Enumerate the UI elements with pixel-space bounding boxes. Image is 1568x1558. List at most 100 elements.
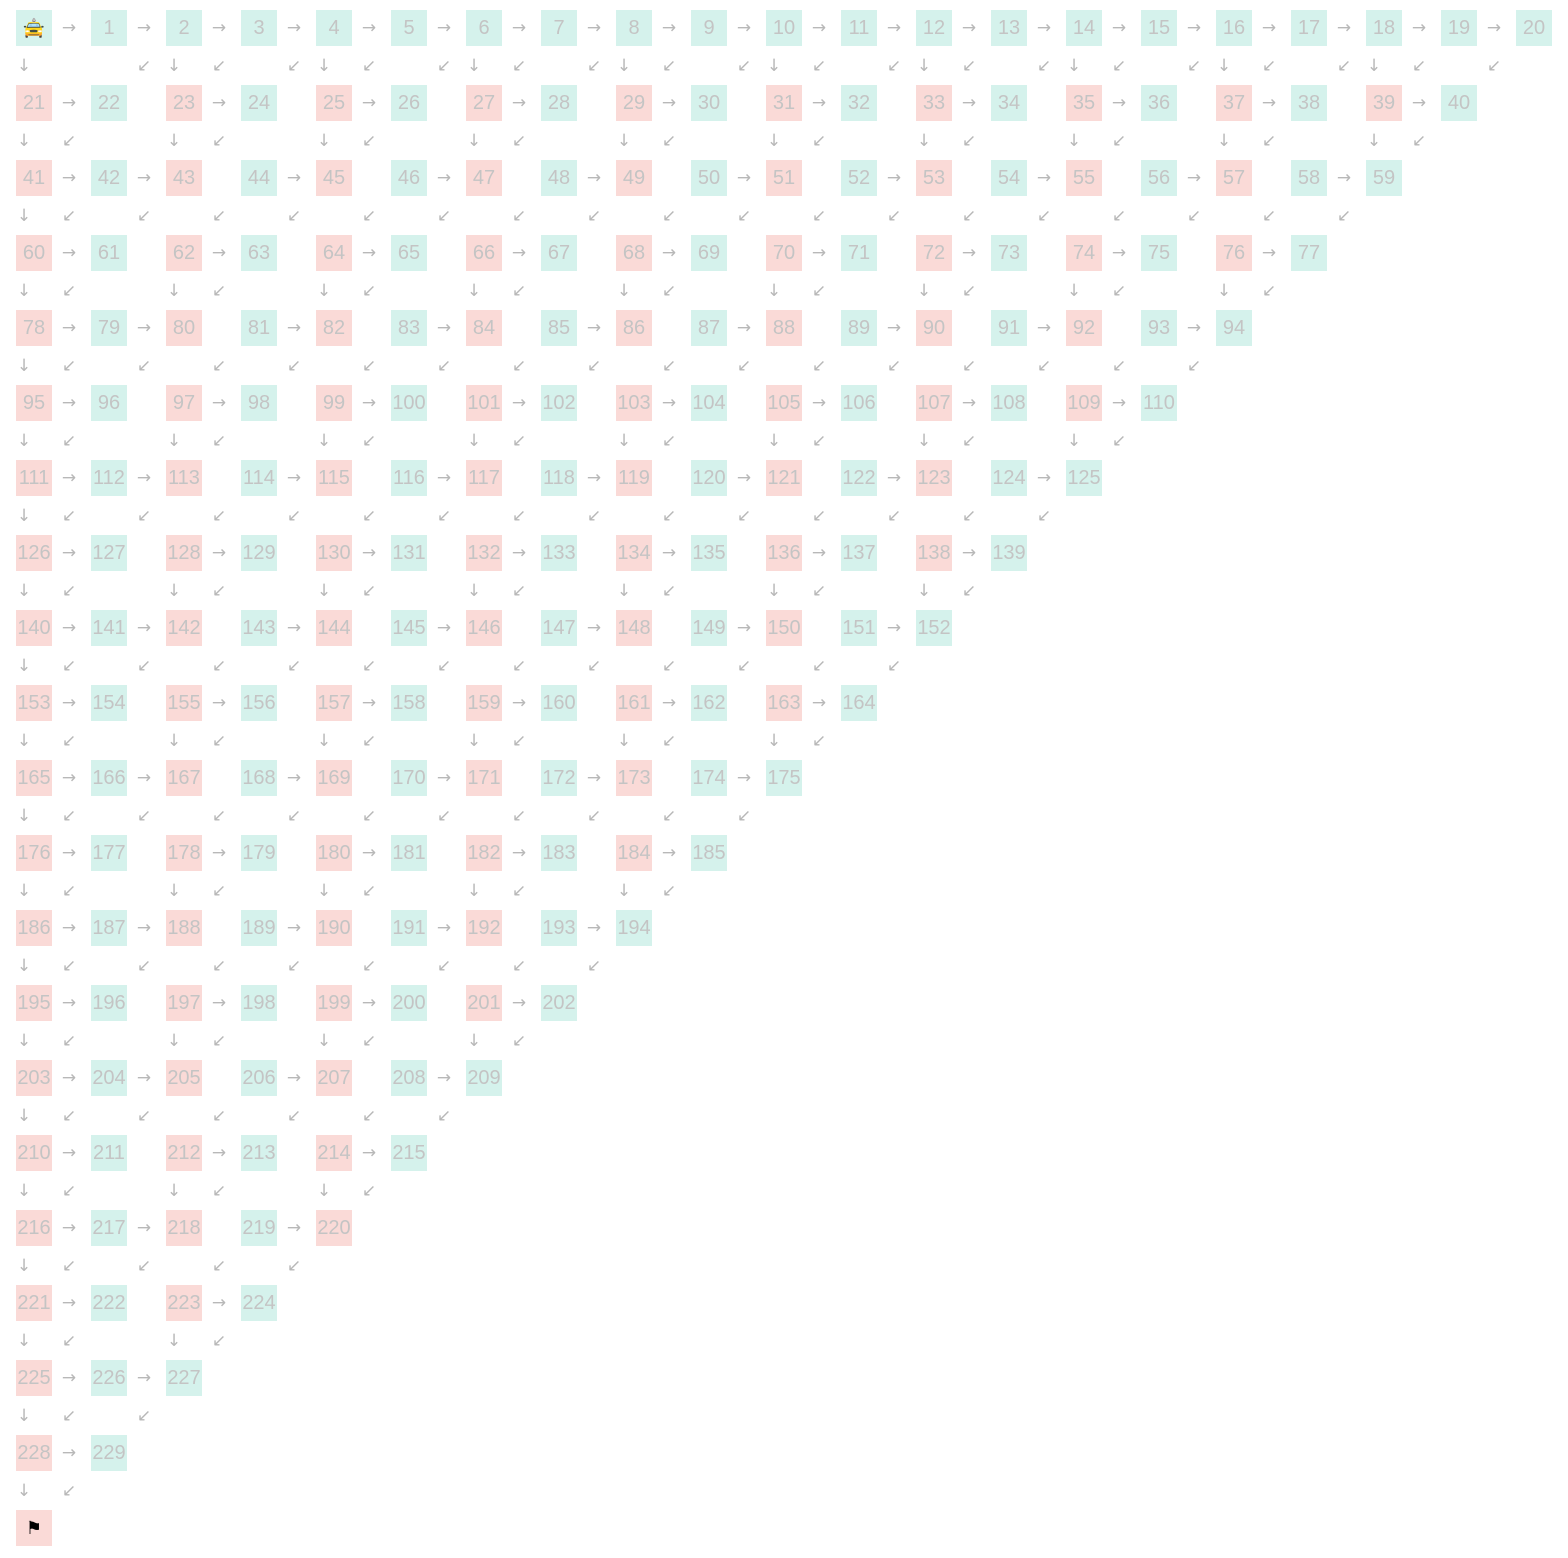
grid-cell: 225: [16, 1360, 52, 1396]
right-arrow: →: [211, 543, 227, 563]
grid-cell: 151: [841, 610, 877, 646]
diagonal-arrow: ↙: [61, 431, 77, 451]
right-arrow: →: [211, 1293, 227, 1313]
grid-cell: 66: [466, 235, 502, 271]
diagonal-arrow: ↙: [286, 1256, 302, 1276]
grid-cell: 218: [166, 1210, 202, 1246]
grid-cell: 94: [1216, 310, 1252, 346]
right-arrow: →: [961, 18, 977, 38]
grid-cell: 99: [316, 385, 352, 421]
down-arrow: ↓: [916, 56, 932, 76]
down-arrow: ↓: [616, 881, 632, 901]
right-arrow: →: [136, 468, 152, 488]
diagonal-arrow: ↙: [886, 206, 902, 226]
down-arrow: ↓: [16, 506, 32, 526]
grid-cell: 223: [166, 1285, 202, 1321]
grid-cell: 172: [541, 760, 577, 796]
down-arrow: ↓: [16, 56, 32, 76]
grid-cell: 207: [316, 1060, 352, 1096]
diagonal-arrow: ↙: [1036, 206, 1052, 226]
grid-cell: 212: [166, 1135, 202, 1171]
grid-cell: 118: [541, 460, 577, 496]
right-arrow: →: [436, 318, 452, 338]
grid-cell: 145: [391, 610, 427, 646]
right-arrow: →: [511, 543, 527, 563]
grid-cell: 135: [691, 535, 727, 571]
diagonal-arrow: ↙: [511, 131, 527, 151]
diagonal-arrow: ↙: [661, 356, 677, 376]
diagonal-arrow: ↙: [661, 281, 677, 301]
right-arrow: →: [886, 318, 902, 338]
grid-cell: 84: [466, 310, 502, 346]
right-arrow: →: [436, 618, 452, 638]
right-arrow: →: [61, 1443, 77, 1463]
right-arrow: →: [286, 18, 302, 38]
grid-cell: 120: [691, 460, 727, 496]
diagonal-arrow: ↙: [1111, 206, 1127, 226]
right-arrow: →: [1261, 243, 1277, 263]
grid-cell: 38: [1291, 85, 1327, 121]
diagonal-arrow: ↙: [1186, 356, 1202, 376]
diagonal-arrow: ↙: [511, 206, 527, 226]
diagonal-arrow: ↙: [511, 56, 527, 76]
right-arrow: →: [736, 618, 752, 638]
grid-cell: 184: [616, 835, 652, 871]
grid-cell: 144: [316, 610, 352, 646]
right-arrow: →: [811, 543, 827, 563]
down-arrow: ↓: [166, 56, 182, 76]
right-arrow: →: [736, 318, 752, 338]
grid-cell: 214: [316, 1135, 352, 1171]
diagonal-arrow: ↙: [961, 56, 977, 76]
grid-cell: 60: [16, 235, 52, 271]
right-arrow: →: [961, 393, 977, 413]
diagonal-arrow: ↙: [511, 731, 527, 751]
grid-cell: 42: [91, 160, 127, 196]
down-arrow: ↓: [766, 281, 782, 301]
grid-cell: 70: [766, 235, 802, 271]
diagonal-arrow: ↙: [436, 806, 452, 826]
diagonal-arrow: ↙: [61, 1406, 77, 1426]
right-arrow: →: [211, 843, 227, 863]
diagonal-arrow: ↙: [211, 1106, 227, 1126]
grid-cell: 108: [991, 385, 1027, 421]
grid-cell: 36: [1141, 85, 1177, 121]
right-arrow: →: [1111, 393, 1127, 413]
diagonal-arrow: ↙: [586, 56, 602, 76]
diagonal-arrow: ↙: [811, 356, 827, 376]
down-arrow: ↓: [616, 431, 632, 451]
diagonal-arrow: ↙: [811, 581, 827, 601]
diagonal-arrow: ↙: [211, 956, 227, 976]
grid-cell: 5: [391, 10, 427, 46]
diagonal-arrow: ↙: [586, 356, 602, 376]
grid-cell: 198: [241, 985, 277, 1021]
grid-cell: 64: [316, 235, 352, 271]
grid-cell: 22: [91, 85, 127, 121]
grid-cell: 187: [91, 910, 127, 946]
grid-cell: 102: [541, 385, 577, 421]
right-arrow: →: [1186, 318, 1202, 338]
grid-cell: 162: [691, 685, 727, 721]
diagonal-arrow: ↙: [961, 356, 977, 376]
grid-cell: 139: [991, 535, 1027, 571]
grid-cell: 216: [16, 1210, 52, 1246]
grid-cell: 104: [691, 385, 727, 421]
down-arrow: ↓: [16, 1481, 32, 1501]
grid-cell: 13: [991, 10, 1027, 46]
grid-cell: 150: [766, 610, 802, 646]
diagonal-arrow: ↙: [61, 1481, 77, 1501]
grid-cell: 101: [466, 385, 502, 421]
down-arrow: ↓: [16, 1256, 32, 1276]
grid-cell: 6: [466, 10, 502, 46]
grid-cell: 74: [1066, 235, 1102, 271]
down-arrow: ↓: [316, 56, 332, 76]
right-arrow: →: [286, 1068, 302, 1088]
grid-cell: 51: [766, 160, 802, 196]
grid-cell: 213: [241, 1135, 277, 1171]
diagonal-arrow: ↙: [736, 356, 752, 376]
diagonal-arrow: ↙: [211, 731, 227, 751]
down-arrow: ↓: [466, 56, 482, 76]
right-arrow: →: [736, 18, 752, 38]
diagonal-arrow: ↙: [136, 656, 152, 676]
down-arrow: ↓: [166, 581, 182, 601]
grid-cell: 68: [616, 235, 652, 271]
